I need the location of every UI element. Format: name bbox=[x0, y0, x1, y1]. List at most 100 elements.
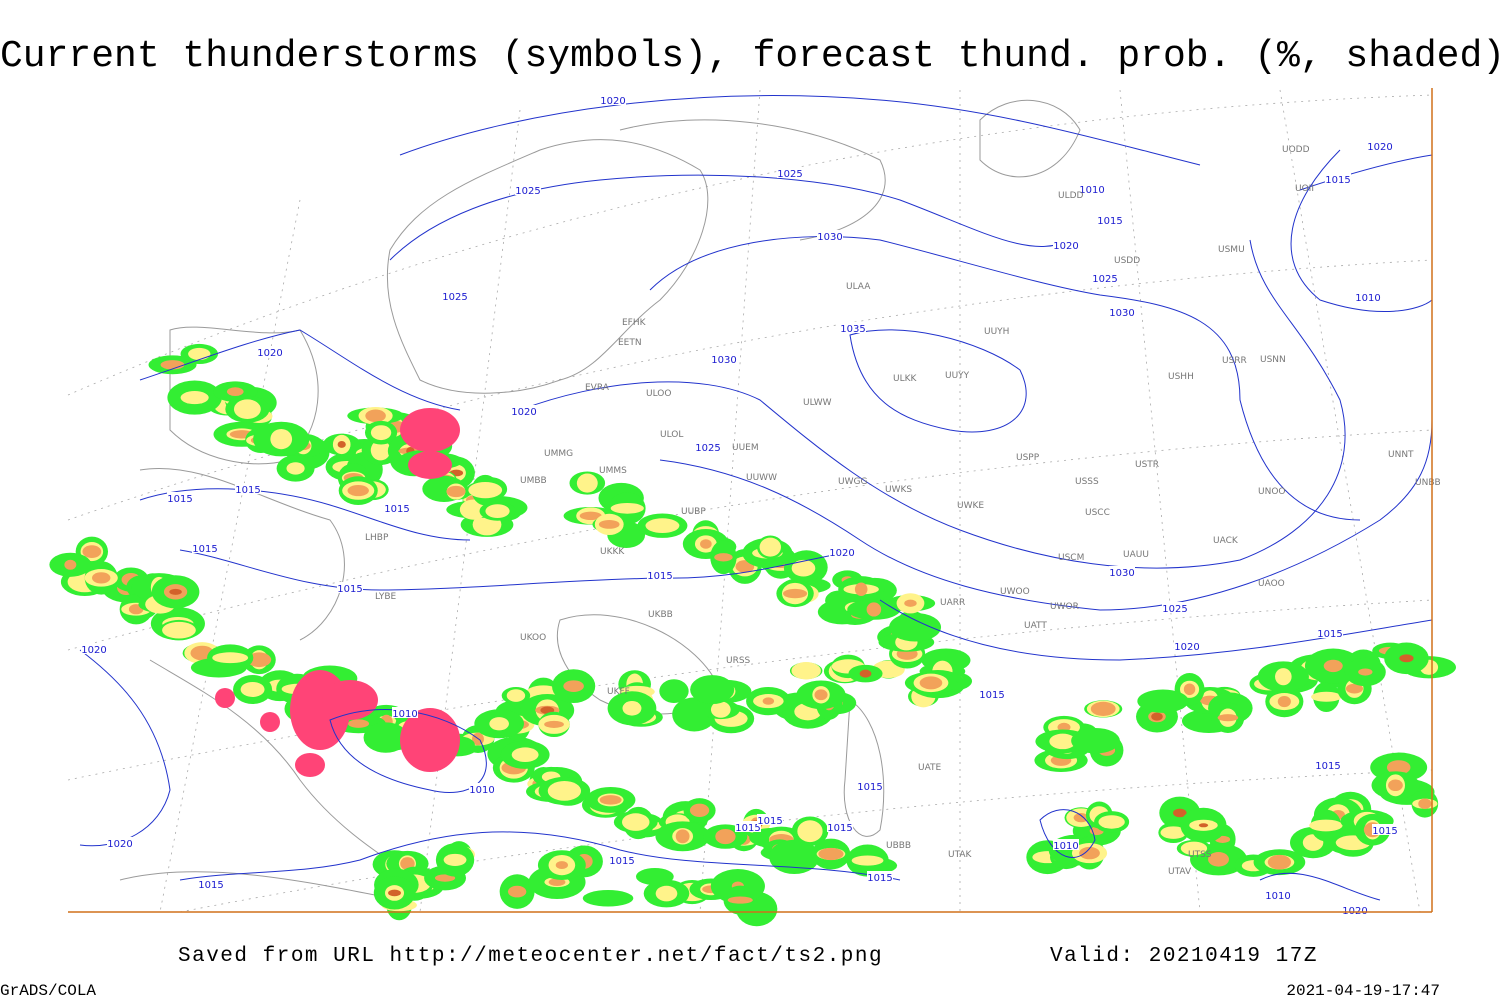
probability-shade bbox=[1160, 826, 1187, 839]
probability-shade bbox=[769, 839, 820, 875]
station-code: UMMG bbox=[544, 449, 573, 459]
isobar-label-bg bbox=[1317, 627, 1343, 638]
isobar-label: 1035 bbox=[840, 324, 865, 335]
probability-shade bbox=[489, 717, 509, 731]
isobar bbox=[519, 239, 1346, 569]
coastline bbox=[979, 99, 1081, 178]
probability-shade bbox=[727, 896, 753, 904]
station-code: USPP bbox=[1016, 453, 1040, 463]
isobar bbox=[879, 599, 1433, 661]
station-code: UUYY bbox=[945, 371, 970, 381]
source-url: Saved from URL http://meteocenter.net/fa… bbox=[178, 945, 883, 968]
probability-shade bbox=[610, 502, 644, 514]
station-code: UKOO bbox=[520, 633, 546, 643]
isobar-label-bg bbox=[257, 346, 283, 357]
isobar-label: 1020 bbox=[1174, 642, 1199, 653]
isobar-label: 1010 bbox=[469, 785, 494, 796]
station-code: UKFF bbox=[607, 687, 630, 697]
probability-shade bbox=[511, 747, 539, 763]
probability-shade bbox=[599, 795, 622, 805]
probability-shade bbox=[347, 484, 369, 497]
probability-shade bbox=[507, 885, 527, 898]
isobar-label-bg bbox=[1053, 839, 1079, 850]
isobar-label-bg bbox=[511, 405, 537, 416]
probability-shade bbox=[1277, 695, 1291, 708]
probability-shade bbox=[1079, 846, 1100, 860]
isobar-label-bg bbox=[979, 688, 1005, 699]
valid-time: Valid: 20210419 17Z bbox=[1050, 945, 1318, 968]
station-code: ULKK bbox=[893, 374, 918, 384]
isobar bbox=[179, 831, 901, 881]
probability-shade bbox=[854, 582, 868, 597]
isobar bbox=[179, 549, 851, 591]
isobar-label-bg bbox=[1079, 183, 1105, 194]
station-code: UATE bbox=[918, 763, 942, 773]
thunderstorm-symbol-area bbox=[322, 680, 378, 720]
station-code: UUYH bbox=[984, 327, 1009, 337]
probability-shade bbox=[1090, 701, 1116, 716]
isobar-label: 1010 bbox=[1355, 293, 1380, 304]
isobar bbox=[139, 329, 461, 411]
isobar-label-bg bbox=[1109, 306, 1135, 317]
probability-shade bbox=[579, 511, 602, 521]
isobar bbox=[659, 419, 1433, 611]
isobar-label: 1025 bbox=[695, 443, 720, 454]
probability-shade bbox=[582, 890, 634, 907]
probability-shade bbox=[233, 399, 261, 420]
station-code: UUEM bbox=[732, 443, 759, 453]
station-code: UUBP bbox=[681, 507, 706, 517]
coastline bbox=[149, 659, 421, 881]
isobar-label-bg bbox=[711, 353, 737, 364]
isobar-label: 1015 bbox=[167, 494, 192, 505]
probability-shade bbox=[783, 588, 808, 599]
isobar-label-bg bbox=[337, 582, 363, 593]
isobar-label-bg bbox=[757, 814, 783, 825]
isobar-label: 1015 bbox=[827, 823, 852, 834]
station-code: UARR bbox=[940, 598, 965, 608]
graticule-line bbox=[419, 109, 521, 913]
probability-shade bbox=[1073, 813, 1089, 823]
probability-shade bbox=[1137, 689, 1189, 713]
probability-shade bbox=[645, 518, 680, 534]
isobar-label-bg bbox=[81, 643, 107, 654]
coastline bbox=[169, 326, 319, 465]
station-code: UTSS bbox=[1188, 850, 1212, 860]
probability-shade bbox=[791, 662, 821, 680]
isobar-label-bg bbox=[1315, 759, 1341, 770]
station-code: USTR bbox=[1135, 460, 1159, 470]
station-code: USDD bbox=[1114, 256, 1140, 266]
isobar-label: 1010 bbox=[392, 709, 417, 720]
probability-shade bbox=[180, 391, 209, 405]
probability-shade bbox=[889, 612, 942, 642]
isobar-label: 1030 bbox=[1109, 568, 1134, 579]
probability-shade bbox=[1180, 841, 1208, 856]
probability-shade bbox=[622, 813, 650, 831]
isobar-label-bg bbox=[1092, 272, 1118, 283]
probability-shade bbox=[563, 680, 584, 692]
probability-shade bbox=[851, 855, 884, 866]
station-code: EVRA bbox=[585, 383, 610, 393]
probability-shade bbox=[1311, 691, 1342, 702]
station-code: UAOO bbox=[1258, 579, 1285, 589]
probability-shade bbox=[1173, 808, 1187, 818]
map-labels: 1020 1025 1025 1010 1015 1020 1030 1025 1030 1025… bbox=[81, 94, 1441, 917]
isobar-label-bg bbox=[1367, 140, 1393, 151]
isobar-label-bg bbox=[1342, 904, 1368, 915]
isobar-label: 1015 bbox=[609, 856, 634, 867]
isobar-label: 1020 bbox=[511, 407, 536, 418]
isobar-label: 1010 bbox=[1053, 841, 1078, 852]
isobar bbox=[649, 236, 1361, 521]
station-code: USRR bbox=[1222, 356, 1247, 366]
isobar-label: 1030 bbox=[817, 232, 842, 243]
probability-shade bbox=[919, 676, 943, 690]
isobar bbox=[1039, 809, 1096, 858]
isobar-label-bg bbox=[1162, 602, 1188, 613]
probability-shade bbox=[1388, 779, 1403, 792]
isobar-label-bg bbox=[1109, 566, 1135, 577]
probability-shade bbox=[700, 539, 712, 549]
isobar bbox=[139, 488, 471, 541]
probability-shade bbox=[622, 700, 642, 716]
isobar-label-bg bbox=[1355, 291, 1381, 302]
probability-shade bbox=[446, 485, 466, 498]
